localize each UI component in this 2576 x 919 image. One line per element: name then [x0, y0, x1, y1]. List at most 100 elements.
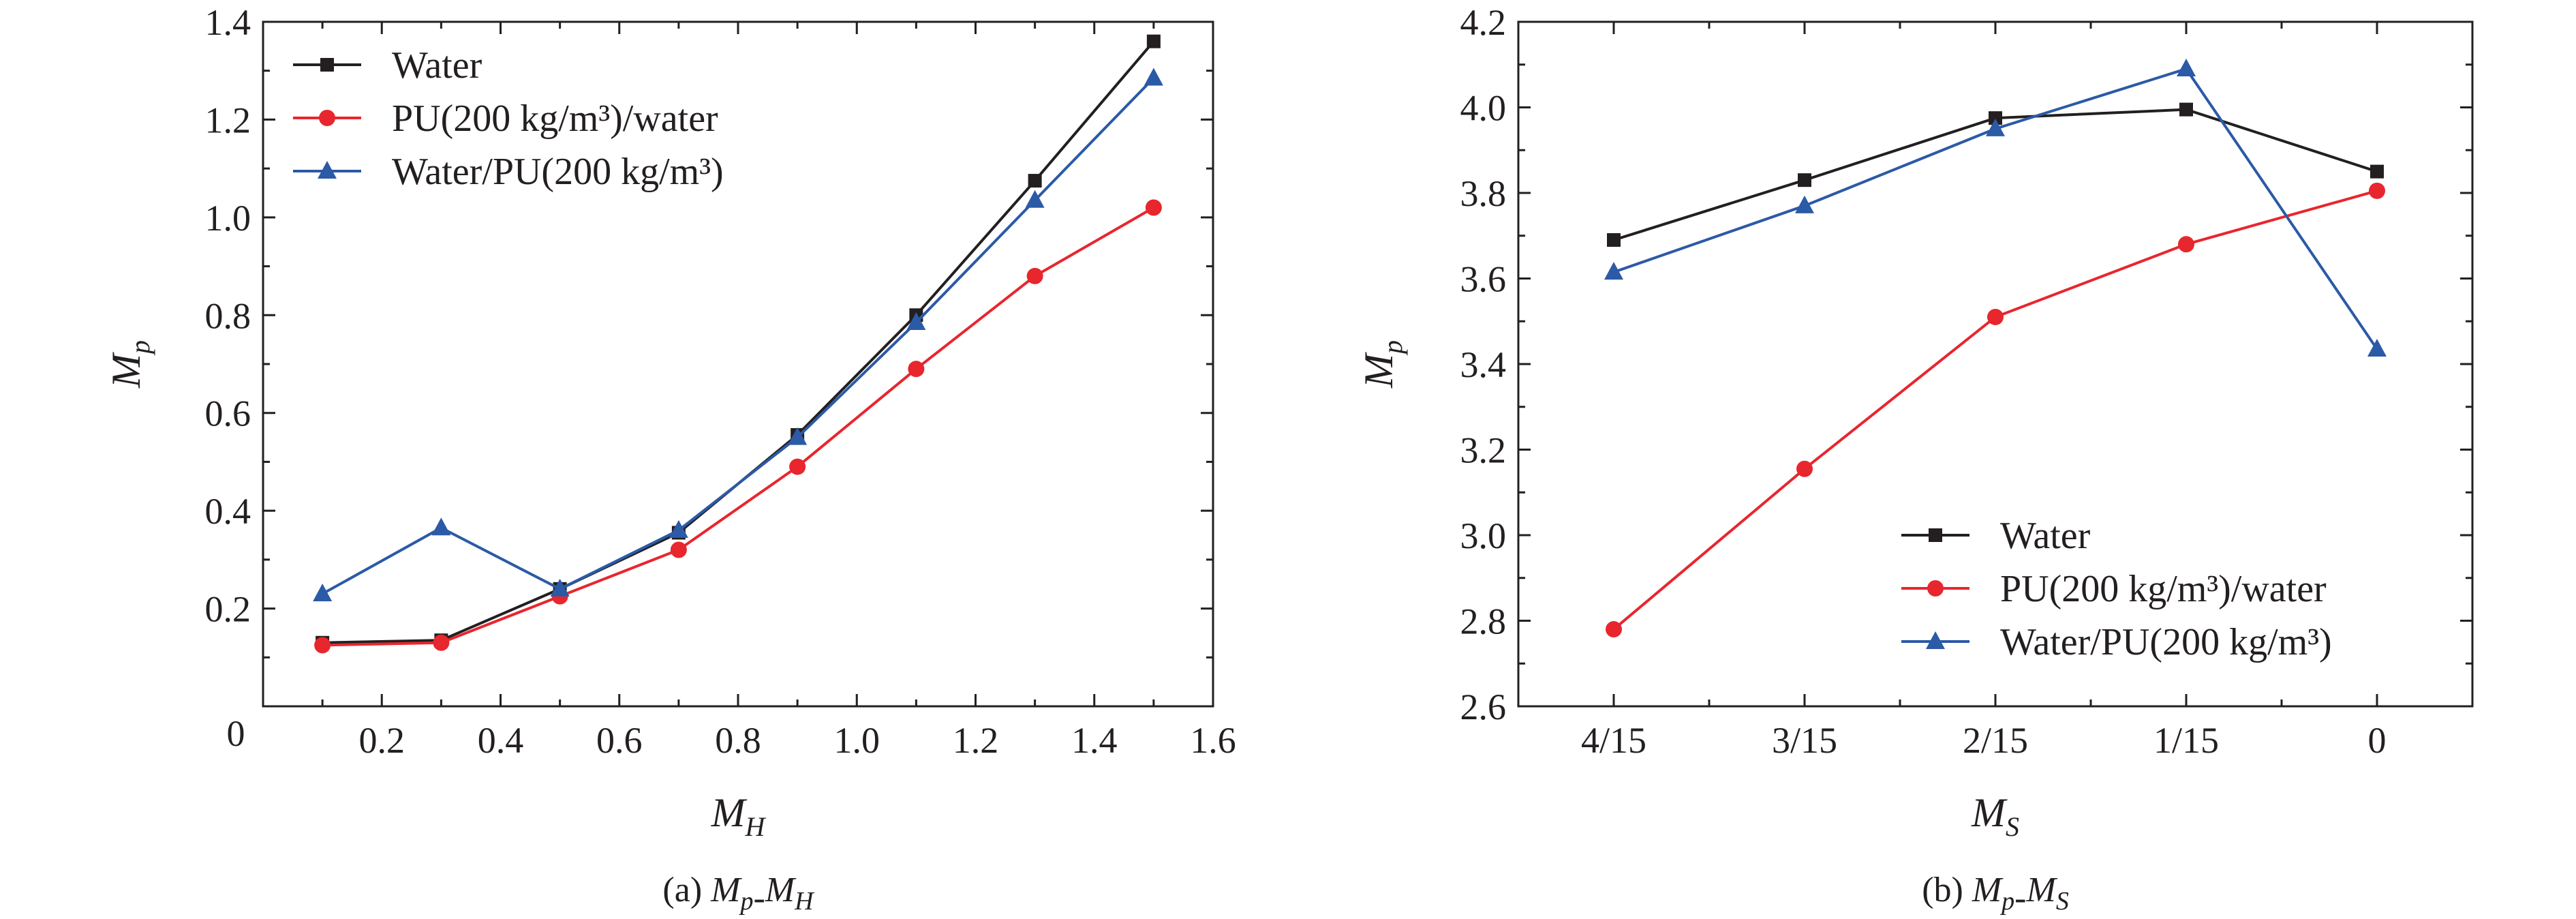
y-tick-label-a: 1.0 [205, 198, 251, 239]
data-point-a-1 [789, 458, 806, 475]
caption-b: (b) Mp-MS [1922, 871, 2069, 918]
caption-part-a: M [765, 871, 797, 909]
origin-label-a: 0 [227, 713, 245, 754]
legend-marker-a-0 [320, 58, 334, 72]
caption-prefix-a: (a) [662, 871, 711, 909]
caption-prefix-b: (b) [1922, 871, 1972, 909]
data-point-b-1 [1796, 460, 1813, 477]
series-line-a-2 [322, 77, 1155, 595]
x-tick-label-a: 1.2 [953, 720, 999, 761]
data-point-a-2 [550, 578, 570, 597]
y-tick-label-b: 3.2 [1460, 430, 1507, 471]
series-b-0 [1607, 102, 2384, 247]
series-a-1 [314, 199, 1162, 654]
legend-b: Water PU(200 kg/m³)/water Water/PU(200 kg/… [1901, 515, 2332, 663]
y-tick-label-b: 2.6 [1460, 687, 1507, 727]
y-axis-title-a-main: M [104, 352, 149, 389]
caption-a: (a) Mp-MH [662, 871, 815, 918]
y-axis-title-b-main: M [1356, 352, 1401, 389]
data-point-b-0 [2370, 164, 2384, 179]
y-tick-label-b: 4.0 [1460, 88, 1507, 129]
data-point-a-2 [313, 584, 333, 602]
y-axis-title-b: Mp [1356, 340, 1408, 389]
data-point-b-0 [1989, 111, 2002, 125]
legend-label-b-1: PU(200 kg/m³)/water [2000, 568, 2327, 610]
series-a-2 [313, 67, 1163, 602]
data-point-b-2 [1795, 195, 1814, 213]
series-line-b-2 [1613, 67, 2378, 350]
x-tick-label-a: 0.8 [715, 720, 761, 761]
x-axis-title-a: MH [711, 790, 767, 842]
x-tick-label-a: 0.4 [478, 720, 524, 761]
legend-a: Water PU(200 kg/m³)/water Water/PU(200 kg/… [293, 44, 724, 193]
y-tick-label-a: 0.6 [205, 393, 251, 434]
data-point-a-2 [788, 427, 808, 445]
x-tick-label-b: 0 [2368, 720, 2387, 761]
caption-sub-a: p [738, 887, 753, 916]
x-axis-title-b: MS [1971, 790, 2019, 842]
y-tick-label-b: 3.4 [1460, 344, 1507, 385]
data-point-a-0 [1146, 34, 1161, 48]
x-axis-title-a-sub: H [745, 811, 767, 842]
caption-sub-a: H [794, 887, 815, 916]
x-tick-label-b: 1/15 [2153, 720, 2219, 761]
x-tick-label-a: 1.6 [1190, 720, 1236, 761]
data-point-b-0 [2179, 102, 2193, 117]
data-point-a-1 [433, 634, 450, 651]
series-b-2 [1604, 59, 2387, 357]
data-point-b-2 [1986, 118, 2005, 136]
legend-label-a-0: Water [392, 44, 482, 87]
data-point-a-2 [1144, 67, 1163, 86]
y-tick-label-a: 0.4 [205, 491, 251, 532]
data-point-a-1 [1145, 199, 1162, 216]
y-tick-label-b: 3.6 [1460, 259, 1507, 300]
y-tick-label-b: 4.2 [1460, 2, 1507, 43]
caption-part-b: - [2014, 879, 2026, 918]
y-tick-label-a: 1.4 [205, 2, 251, 43]
x-tick-label-a: 1.0 [834, 720, 880, 761]
y-tick-label-a: 1.2 [205, 100, 251, 140]
x-axis-title-a-main: M [711, 790, 748, 835]
y-tick-label-a: 0.2 [205, 589, 251, 630]
x-tick-label-a: 0.6 [596, 720, 643, 761]
y-tick-label-b: 3.8 [1460, 173, 1507, 214]
caption-part-b: M [1972, 871, 2004, 909]
x-axis-title-b-main: M [1971, 790, 2008, 835]
data-point-a-1 [670, 541, 687, 558]
data-point-a-0 [1028, 174, 1042, 188]
caption-part-a: - [753, 879, 765, 918]
legend-marker-b-1 [1927, 580, 1944, 597]
data-point-a-2 [906, 312, 926, 331]
y-axis-title-a: Mp [104, 340, 155, 389]
series-b-1 [1606, 182, 2385, 638]
caption-sub-b: p [1999, 887, 2014, 916]
legend-label-a-2: Water/PU(200 kg/m³) [392, 151, 724, 193]
data-point-b-1 [2178, 236, 2194, 253]
legend-marker-b-2 [1926, 631, 1945, 649]
data-point-b-0 [1798, 173, 1811, 187]
data-point-a-1 [1026, 267, 1043, 284]
x-tick-label-b: 3/15 [1772, 720, 1837, 761]
data-point-b-2 [2177, 59, 2196, 77]
data-point-b-1 [1987, 308, 2004, 325]
y-tick-label-b: 2.8 [1460, 601, 1507, 642]
chart-panel-b: 2.6 2.8 3.0 3.2 3.4 3.6 3.8 4.0 4.2 4/15 3/15 2/15 1… [1356, 2, 2474, 918]
x-tick-label-b: 4/15 [1581, 720, 1646, 761]
x-axis-title-b-sub: S [2006, 811, 2019, 842]
legend-marker-b-0 [1929, 528, 1942, 542]
legend-marker-a-1 [319, 110, 335, 126]
caption-part-b: M [2025, 871, 2057, 909]
legend-label-b-2: Water/PU(200 kg/m³) [2000, 621, 2332, 663]
series-line-a-1 [322, 206, 1154, 647]
legend-marker-a-2 [318, 161, 337, 179]
x-tick-label-a: 1.4 [1071, 720, 1118, 761]
data-point-a-2 [431, 517, 451, 536]
data-point-b-1 [2369, 182, 2385, 199]
series-line-b-1 [1612, 189, 2378, 631]
chart-panel-a: 0.2 0.4 0.6 0.8 1.0 1.2 1.4 0.2 0.4 0.6 0.8 1.0 1.2 1… [104, 2, 1236, 918]
x-tick-label-a: 0.2 [359, 720, 405, 761]
legend-label-b-0: Water [2000, 515, 2091, 557]
data-point-a-1 [314, 637, 331, 654]
data-point-b-2 [2367, 339, 2387, 357]
y-axis-title-a-sub: p [125, 340, 155, 356]
